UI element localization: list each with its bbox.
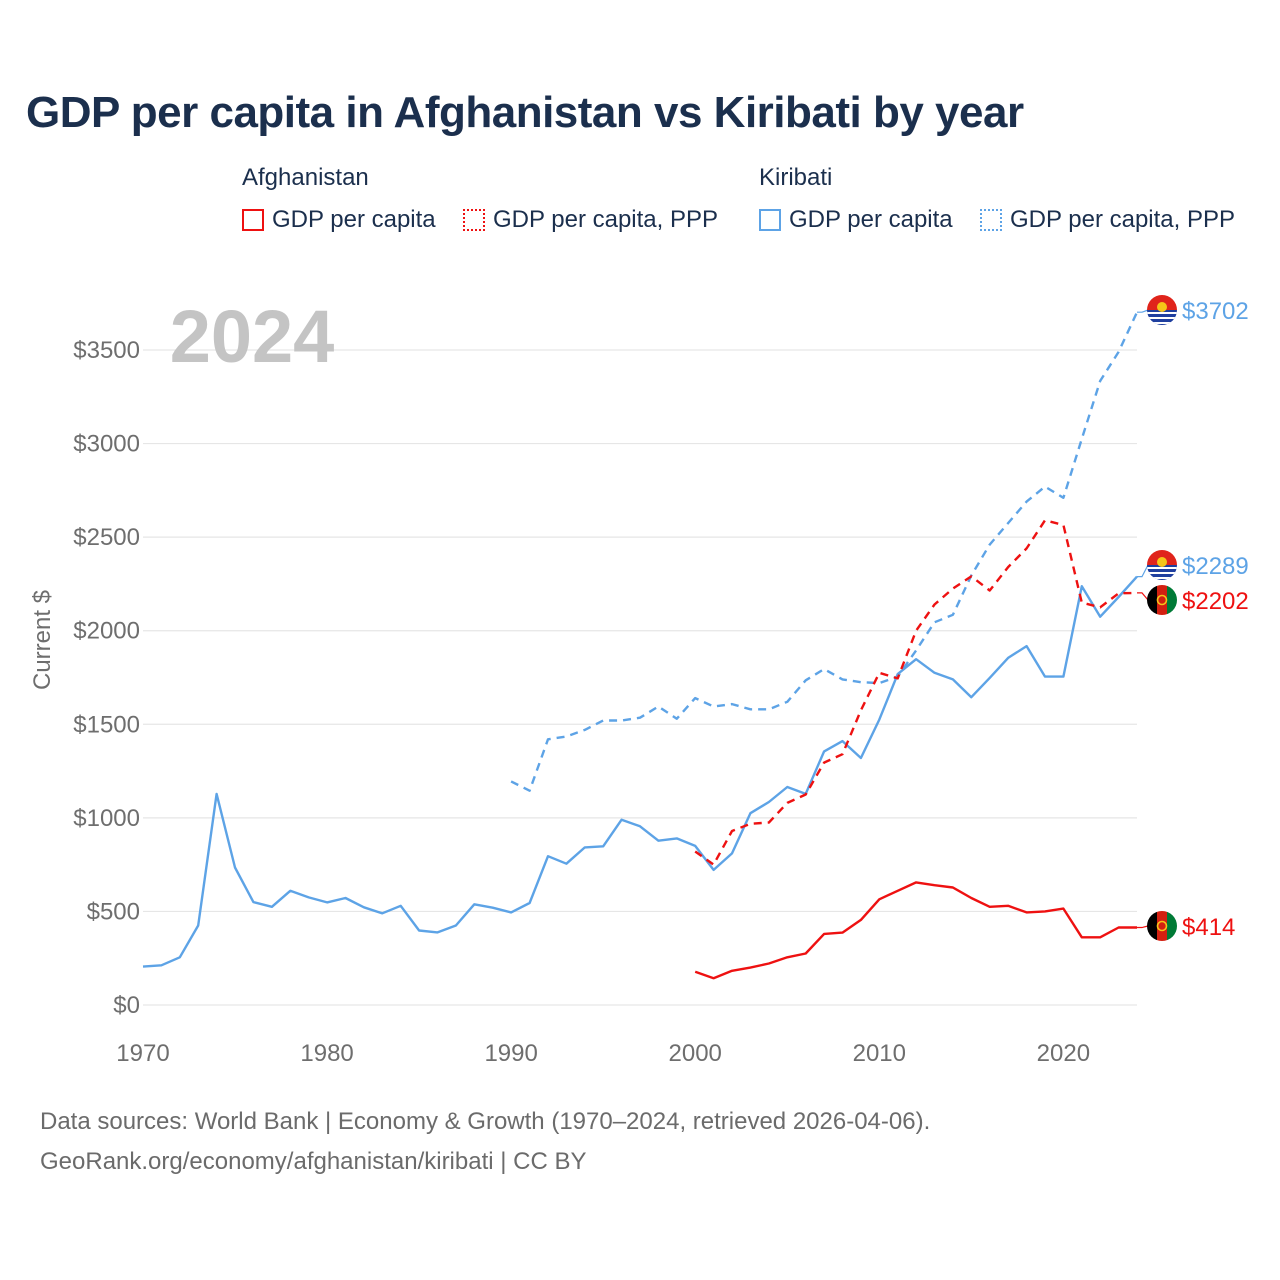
kiribati-flag-icon: [1147, 550, 1177, 580]
y-tick-label: $1000: [73, 805, 140, 832]
x-tick-label: 2010: [853, 1040, 906, 1067]
end-label-connector: [1137, 925, 1149, 929]
end-value-label: $2289: [1182, 553, 1249, 580]
series-line-afghanistan-gdp-per-capita[interactable]: [694, 881, 1137, 980]
legend-label: GDP per capita, PPP: [1010, 206, 1235, 233]
series-line-kiribati-gdp-per-capita[interactable]: [142, 575, 1138, 968]
legend-group-afghanistan: Afghanistan: [242, 164, 369, 191]
x-tick-label: 2000: [669, 1040, 722, 1067]
afghanistan-flag-icon: [1147, 585, 1177, 615]
legend-item-kiribati-gdp-ppp[interactable]: GDP per capita, PPP: [980, 206, 1235, 234]
y-tick-label: $500: [87, 898, 140, 925]
legend-item-afghanistan-gdp[interactable]: GDP per capita: [242, 206, 436, 234]
legend-item-kiribati-gdp[interactable]: GDP per capita: [759, 206, 953, 234]
series-line-kiribati-gdp-per-capita-ppp[interactable]: [510, 311, 1139, 792]
y-tick-label: $3000: [73, 431, 140, 458]
legend-group-kiribati: Kiribati: [759, 164, 833, 191]
x-tick-label: 1970: [116, 1040, 169, 1067]
legend-swatch-dotted: [980, 209, 1002, 231]
x-tick-label: 2020: [1037, 1040, 1090, 1067]
legend-swatch-dotted: [463, 209, 485, 231]
y-tick-label: $2500: [73, 524, 140, 551]
chart-title: GDP per capita in Afghanistan vs Kiribat…: [26, 88, 1024, 137]
gridlines: [143, 349, 1137, 1006]
series-line-afghanistan-gdp-per-capita-ppp[interactable]: [694, 519, 1138, 866]
end-label-connector: [1137, 309, 1149, 313]
afghanistan-flag-icon: [1147, 911, 1177, 941]
end-label-connector: [1137, 564, 1149, 578]
series-lines: [142, 311, 1139, 980]
y-tick-label: $0: [113, 992, 140, 1019]
y-axis-ticks: $0 $500 $1000 $1500 $2000 $2500 $3000 $3500: [73, 337, 140, 1019]
legend-item-afghanistan-gdp-ppp[interactable]: GDP per capita, PPP: [463, 206, 718, 234]
end-label-connector: [1137, 592, 1149, 601]
kiribati-flag-icon: [1147, 295, 1177, 325]
footer-attribution[interactable]: GeoRank.org/economy/afghanistan/kiribati…: [40, 1148, 587, 1175]
y-tick-label: $2000: [73, 618, 140, 645]
end-value-label: $2202: [1182, 588, 1249, 615]
end-value-label: $3702: [1182, 298, 1249, 325]
end-labels: $3702 $2289 $2202 $414: [1137, 295, 1249, 941]
y-tick-label: $1500: [73, 711, 140, 738]
legend-label: GDP per capita: [789, 206, 953, 233]
legend-swatch-solid: [242, 209, 264, 231]
x-tick-label: 1980: [300, 1040, 353, 1067]
y-axis-label: Current $: [29, 590, 56, 690]
legend-swatch-solid: [759, 209, 781, 231]
x-tick-label: 1990: [484, 1040, 537, 1067]
year-watermark: 2024: [170, 295, 335, 378]
y-tick-label: $3500: [73, 337, 140, 364]
end-value-label: $414: [1182, 914, 1235, 941]
legend-label: GDP per capita, PPP: [493, 206, 718, 233]
footer-sources: Data sources: World Bank | Economy & Gro…: [40, 1108, 931, 1135]
x-axis-ticks: 1970 1980 1990 2000 2010 2020: [116, 1040, 1090, 1067]
legend-label: GDP per capita: [272, 206, 436, 233]
